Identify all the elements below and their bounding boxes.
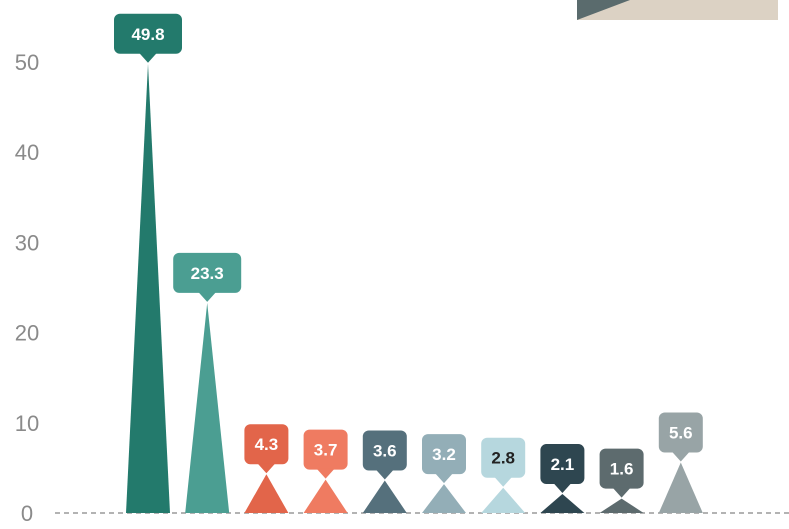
value-label-callout: 1.6 <box>599 448 644 498</box>
value-label-pointer <box>257 463 276 474</box>
value-label-box <box>173 252 242 293</box>
value-label-box <box>658 412 703 453</box>
bar <box>362 480 407 513</box>
value-label-pointer <box>316 468 335 479</box>
value-label: 3.2 <box>432 445 456 464</box>
y-tick-label: 10 <box>15 411 39 436</box>
bars <box>126 63 703 513</box>
value-label-box <box>422 434 466 475</box>
value-label-box <box>114 13 182 54</box>
value-label: 3.7 <box>314 441 338 460</box>
value-label-pointer <box>435 473 453 484</box>
value-label-callout: 4.3 <box>244 424 289 474</box>
value-label-callout: 3.7 <box>303 429 348 479</box>
bar <box>422 484 466 513</box>
value-label-box <box>540 444 585 485</box>
bar <box>481 487 526 513</box>
value-label-pointer <box>553 483 572 494</box>
value-label-pointer <box>375 469 394 480</box>
legend-swatch-light <box>577 0 778 20</box>
bar <box>126 63 170 513</box>
value-label-pointer <box>198 291 217 302</box>
legend-swatch-dark <box>577 0 630 20</box>
value-label: 49.8 <box>131 25 164 44</box>
value-label-callout: 2.1 <box>540 444 585 494</box>
value-labels: 49.8 23.3 4.3 3.7 3.6 3.2 2.8 2.1 1.6 5.6 <box>114 13 703 498</box>
value-label: 3.6 <box>373 442 397 461</box>
value-label: 5.6 <box>669 423 693 442</box>
value-label-pointer <box>612 487 631 498</box>
y-tick-label: 40 <box>15 140 39 165</box>
y-tick-label: 0 <box>21 501 33 526</box>
value-label-pointer <box>494 476 513 487</box>
value-label-box <box>481 437 526 478</box>
value-label-box <box>599 448 644 489</box>
value-label: 1.6 <box>610 460 634 479</box>
value-label: 2.1 <box>551 455 575 474</box>
bar <box>540 494 585 513</box>
y-tick-label: 30 <box>15 230 39 255</box>
value-label-box <box>362 430 407 471</box>
bar <box>658 462 703 513</box>
legend-fragment <box>577 0 778 20</box>
value-label-pointer <box>139 52 157 63</box>
bar <box>303 479 348 513</box>
value-label-box <box>244 424 289 465</box>
value-label: 23.3 <box>191 264 224 283</box>
y-tick-label: 50 <box>15 50 39 75</box>
value-label: 4.3 <box>255 435 279 454</box>
bar <box>244 474 289 513</box>
value-label-pointer <box>671 451 690 462</box>
value-label-callout: 3.2 <box>422 434 466 484</box>
bar <box>185 302 230 513</box>
value-label-callout: 5.6 <box>658 412 703 462</box>
y-tick-label: 20 <box>15 321 39 346</box>
value-label-callout: 23.3 <box>173 252 242 302</box>
value-label-callout: 3.6 <box>362 430 407 480</box>
value-label: 2.8 <box>491 449 515 468</box>
bar <box>599 498 644 513</box>
y-axis: 0 10 20 30 40 50 <box>15 50 39 526</box>
value-label-box <box>303 429 348 470</box>
value-label-callout: 2.8 <box>481 437 526 487</box>
value-label-callout: 49.8 <box>114 13 182 63</box>
